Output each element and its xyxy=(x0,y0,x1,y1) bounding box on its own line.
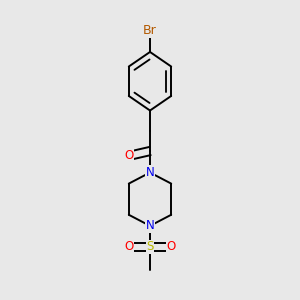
Text: N: N xyxy=(146,166,154,179)
Text: O: O xyxy=(124,241,134,254)
Text: Br: Br xyxy=(143,24,157,37)
Text: N: N xyxy=(146,219,154,232)
Text: O: O xyxy=(124,149,134,162)
Text: S: S xyxy=(146,241,154,254)
Text: O: O xyxy=(167,241,176,254)
